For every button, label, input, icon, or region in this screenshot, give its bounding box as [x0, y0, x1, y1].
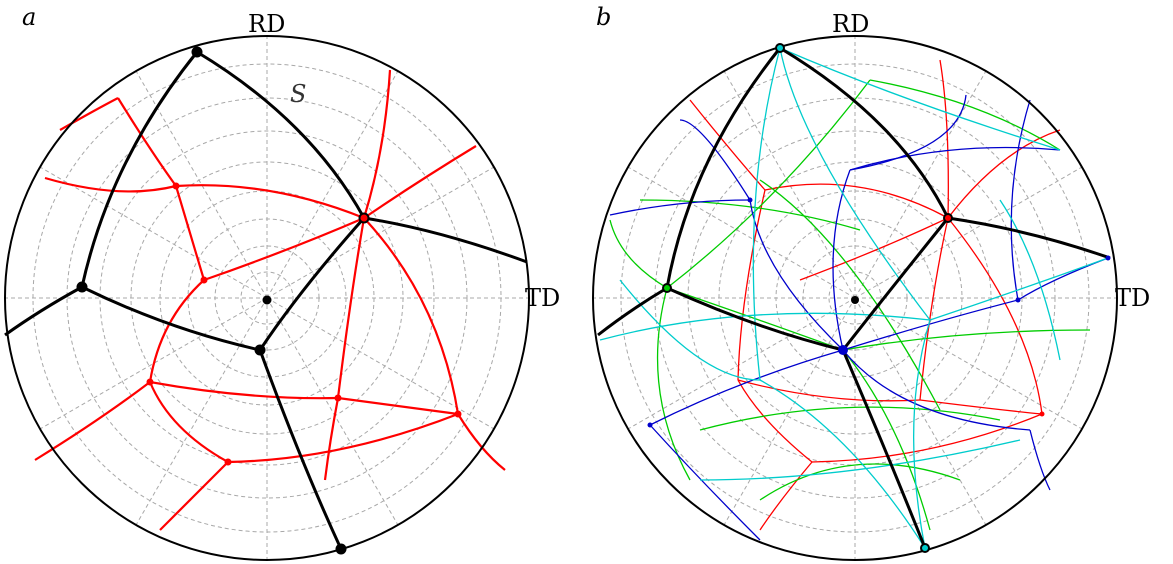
panel-b-grid	[593, 36, 1117, 560]
panel-b: b RD TD	[592, 3, 1150, 561]
panel-a-black-arcs	[4, 50, 528, 550]
panel-a-outer-circle	[4, 35, 530, 561]
panel-b-cyan-arcs	[599, 47, 1109, 549]
panel-a-rd-label: RD	[248, 10, 285, 38]
panel-a-black-nodes	[76, 46, 370, 555]
panel-b-letter: b	[596, 3, 611, 31]
panel-b-rd-label: RD	[832, 10, 869, 38]
panel-b-outer-circle	[592, 35, 1118, 561]
panel-b-red-arcs	[689, 59, 1061, 531]
panel-b-nodes	[647, 43, 1111, 553]
panel-b-green-arcs	[609, 79, 1091, 531]
panel-a-red-nodes	[146, 182, 462, 466]
panel-b-black-arcs	[597, 46, 1111, 549]
panel-a-letter: a	[22, 3, 36, 31]
panel-a: a RD TD S	[4, 3, 560, 561]
panel-b-blue-arcs	[609, 94, 1109, 541]
panel-a-s-label: S	[290, 80, 306, 108]
panel-b-td-label: TD	[1115, 284, 1150, 312]
panel-a-td-label: TD	[525, 284, 560, 312]
panel-a-grid	[5, 36, 529, 560]
panel-a-red-arcs	[34, 69, 506, 531]
